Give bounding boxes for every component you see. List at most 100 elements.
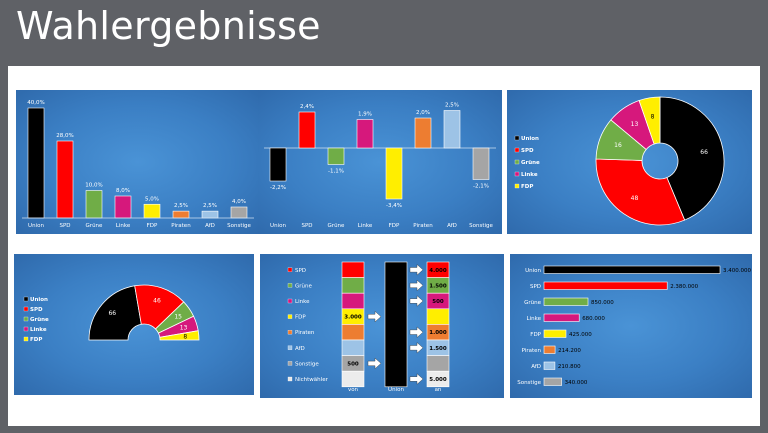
change-bar-sonstige (472, 147, 490, 180)
parliament-legend-label-fdp: FDP (30, 337, 42, 343)
bar-value-sonstige: 4,0% (232, 199, 246, 205)
donut-legend-label-gruene: Grüne (521, 160, 540, 166)
an-cell-nichtwaehler (426, 370, 450, 388)
migration-legend-swatch-spd (287, 267, 293, 272)
change-chart-panel: -2,2% Union 2,4% SPD -1,1% Grüne 1,9% Linke -3,4… (258, 90, 502, 234)
change-value-gruene: -1,1% (328, 169, 344, 175)
change-bar-union (269, 147, 287, 182)
bar-gruene (85, 190, 103, 219)
hbar-spd (543, 281, 668, 290)
migration-legend-label-afd: AfD (295, 346, 305, 352)
von-value-sonstige: 500 (347, 361, 359, 367)
axis-label-spd: SPD (530, 284, 541, 290)
axis-label-spd: SPD (301, 223, 312, 229)
an-value-spd: 4.000 (429, 268, 447, 274)
change-value-sonstige: -2,1% (473, 184, 489, 190)
change-bar-linke (356, 119, 374, 149)
bar-value-linke: 8,0% (116, 188, 130, 194)
an-cell-fdp (426, 308, 450, 325)
bar-fdp (143, 203, 161, 219)
donut-value-linke: 13 (631, 121, 639, 128)
parliament-legend-label-union: Union (30, 297, 48, 303)
hbar-value-gruene: 850.000 (591, 300, 614, 306)
an-value-gruene: 1.500 (429, 283, 447, 289)
bar-union (27, 107, 45, 219)
von-cell-afd (341, 339, 365, 356)
donut-legend-swatch-fdp (514, 183, 520, 189)
von-cell-piraten (341, 324, 365, 341)
axis-label-fdp: FDP (530, 332, 541, 338)
donut-slice-spd (595, 158, 686, 226)
migration-legend-label-piraten: Piraten (295, 330, 315, 336)
migration-legend-swatch-afd (287, 345, 293, 350)
donut-legend-swatch-union (514, 135, 520, 141)
axis-label-union: Union (28, 223, 44, 229)
migration-legend-label-sonstige: Sonstige (295, 361, 319, 367)
hbar-union (543, 265, 721, 274)
change-value-linke: 1,9% (358, 112, 372, 118)
arrow-icon (367, 357, 382, 370)
bar-spd (56, 140, 74, 219)
axis-label-union: Union (525, 268, 541, 274)
hbar-value-union: 3.400.000 (723, 268, 751, 274)
donut-legend-label-linke: Linke (521, 172, 538, 178)
bar-value-fdp: 5,0% (145, 196, 159, 202)
migration-chart-panel: SPD Grüne Linke FDP Piraten AfD Sonstige Nichtw… (260, 254, 504, 398)
seat-slice-fdp (159, 330, 200, 341)
an-value-afd: 1.500 (429, 346, 447, 352)
bar-value-gruene: 10,0% (85, 183, 102, 189)
migration-legend-label-gruene: Grüne (295, 283, 312, 289)
hbar-value-afd: 210.800 (558, 364, 581, 370)
donut-legend-label-union: Union (521, 136, 539, 142)
seat-value-fdp: 8 (183, 333, 187, 340)
axis-label-fdp: FDP (389, 223, 400, 229)
arrow-icon (409, 279, 424, 292)
axis-label-afd: AfD (531, 364, 541, 370)
parliament-chart-panel: Union SPD Grüne Linke FDP 66 46 15 13 8 (14, 254, 254, 395)
parliament-legend-label-linke: Linke (30, 327, 47, 333)
axis-label-sonstige: Sonstige (517, 380, 541, 386)
donut-legend-label-fdp: FDP (521, 184, 533, 190)
migration-legend-swatch-sonstige (287, 361, 293, 366)
donut-value-fdp: 8 (651, 114, 655, 121)
parliament-legend-swatch-linke (23, 326, 29, 332)
change-bar-spd (298, 111, 316, 149)
parliament-legend-swatch-spd (23, 306, 29, 312)
absolute-votes-chart-panel: Union 3.400.000 SPD 2.380.000 Grüne 850.000 Li… (510, 254, 752, 398)
column-label-union: Union (388, 387, 404, 393)
axis-label-spd: SPD (59, 223, 70, 229)
an-value-linke: 500 (432, 299, 444, 305)
an-cell-sonstige (426, 355, 450, 372)
axis-label-piraten: Piraten (413, 223, 433, 229)
axis-label-sonstige: Sonstige (469, 223, 493, 229)
column-label-an: an (435, 387, 442, 393)
bar-sonstige (230, 206, 248, 219)
parliament-legend-label-spd: SPD (30, 307, 43, 313)
hbar-fdp (543, 329, 567, 338)
change-value-spd: 2,4% (300, 104, 314, 110)
hbar-sonstige (543, 377, 562, 386)
hbar-value-sonstige: 340.000 (565, 380, 588, 386)
parliament-legend-swatch-union (23, 296, 29, 302)
axis-label-linke: Linke (527, 316, 542, 322)
parliament-legend-label-gruene: Grüne (30, 317, 49, 323)
migration-legend-swatch-piraten (287, 330, 293, 335)
migration-legend-label-spd: SPD (295, 268, 306, 274)
arrow-icon (409, 264, 424, 276)
donut-chart-panel: Union SPD Grüne Linke FDP 66 48 16 13 8 (507, 90, 752, 234)
change-bar-fdp (385, 147, 403, 200)
donut-slice-union (659, 96, 725, 221)
seat-value-union: 66 (108, 310, 116, 317)
change-bar-piraten (414, 117, 432, 149)
donut-legend-swatch-spd (514, 147, 520, 153)
hbar-value-linke: 680.000 (582, 316, 605, 322)
parliament-legend-swatch-gruene (23, 316, 29, 322)
hbar-value-piraten: 214.200 (558, 348, 581, 354)
von-cell-gruene (341, 277, 365, 294)
bar-value-spd: 28,0% (56, 133, 73, 139)
union-column (384, 261, 408, 388)
chart-sheet: 40,0% Union 28,0% SPD 10,0% Grüne 8,0% Linke 5,0… (8, 66, 760, 426)
bar-value-piraten: 2,5% (174, 203, 188, 209)
axis-label-gruene: Grüne (86, 223, 103, 229)
seat-value-gruene: 15 (174, 313, 182, 320)
